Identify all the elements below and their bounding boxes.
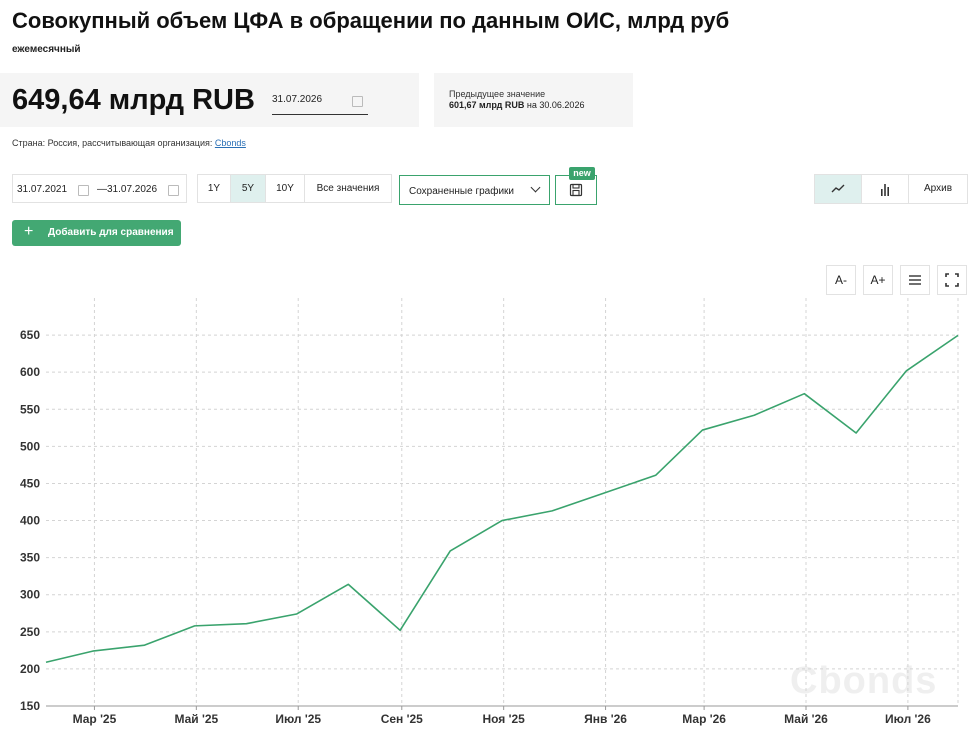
period-5y-button[interactable]: 5Y	[231, 175, 266, 202]
add-compare-button[interactable]: + Добавить для сравнения	[12, 220, 181, 246]
x-tick-label: Июл '26	[885, 712, 931, 726]
period-1y-button[interactable]: 1Y	[198, 175, 231, 202]
frequency-label: ежемесячный	[12, 44, 81, 55]
view-selector: Архив	[814, 174, 968, 204]
org-link[interactable]: Cbonds	[214, 138, 246, 148]
plus-icon: +	[24, 223, 34, 240]
previous-on: на	[526, 100, 537, 110]
font-increase-button[interactable]: A+	[863, 265, 893, 295]
y-tick-label: 350	[20, 551, 40, 565]
line-view-button[interactable]	[815, 175, 862, 203]
saved-charts-label: Сохраненные графики	[409, 186, 514, 197]
y-tick-label: 450	[20, 476, 40, 490]
y-tick-label: 200	[20, 662, 40, 676]
y-tick-label: 250	[20, 625, 40, 639]
previous-date: 30.06.2026	[539, 100, 585, 110]
calendar-from-icon[interactable]	[78, 185, 89, 196]
period-selector: 1Y 5Y 10Y Все значения	[197, 174, 392, 203]
previous-value-line: 601,67 млрд RUB на 30.06.2026	[449, 100, 584, 110]
y-tick-label: 400	[20, 514, 40, 528]
current-value: 649,64 млрд RUB	[12, 84, 255, 116]
previous-value-panel	[434, 73, 633, 127]
archive-button[interactable]: Архив	[923, 183, 953, 194]
x-tick-label: Май '26	[784, 712, 828, 726]
x-tick-label: Мар '26	[682, 712, 726, 726]
add-compare-label: Добавить для сравнения	[48, 227, 174, 238]
current-date: 31.07.2026	[272, 94, 323, 105]
x-tick-label: Июл '25	[275, 712, 321, 726]
date-from[interactable]: 31.07.2021	[17, 184, 68, 195]
y-tick-label: 300	[20, 588, 40, 602]
x-tick-label: Мар '25	[73, 712, 117, 726]
date-to[interactable]: 31.07.2026	[107, 184, 158, 195]
period-all-button[interactable]: Все значения	[316, 183, 380, 194]
line-chart-icon	[831, 184, 845, 193]
x-tick-label: Сен '25	[381, 712, 423, 726]
period-10y-button[interactable]: 10Y	[266, 175, 305, 202]
new-badge: new	[569, 167, 595, 180]
current-date-field[interactable]: 31.07.2026	[272, 86, 368, 115]
fullscreen-button[interactable]	[937, 265, 967, 295]
current-value-panel	[0, 73, 419, 127]
x-tick-label: Май '25	[174, 712, 218, 726]
y-tick-label: 650	[20, 328, 40, 342]
bar-view-button[interactable]	[862, 175, 909, 203]
date-separator: —	[97, 184, 107, 195]
bar-chart-icon	[881, 184, 889, 196]
x-tick-label: Ноя '25	[482, 712, 525, 726]
y-tick-label: 550	[20, 402, 40, 416]
date-range-picker[interactable]: 31.07.2021 — 31.07.2026	[12, 174, 187, 203]
previous-value: 601,67 млрд RUB	[449, 100, 525, 110]
y-tick-label: 500	[20, 439, 40, 453]
watermark: Cbonds	[790, 660, 938, 702]
series-line	[45, 334, 959, 664]
y-tick-label: 150	[20, 699, 40, 713]
menu-button[interactable]	[900, 265, 930, 295]
x-tick-label: Янв '26	[584, 712, 627, 726]
country-text: Страна: Россия, рассчитывающая организац…	[12, 138, 213, 148]
y-tick-label: 600	[20, 365, 40, 379]
page-title: Совокупный объем ЦФА в обращении по данн…	[12, 8, 730, 33]
country-line: Страна: Россия, рассчитывающая организац…	[12, 138, 246, 148]
calendar-icon[interactable]	[352, 96, 363, 107]
floppy-disk-icon	[569, 183, 583, 197]
font-decrease-button[interactable]: A-	[826, 265, 856, 295]
fullscreen-icon	[945, 273, 959, 287]
menu-icon	[909, 275, 921, 285]
saved-charts-dropdown[interactable]: Сохраненные графики	[399, 175, 550, 205]
calendar-to-icon[interactable]	[168, 185, 179, 196]
previous-label: Предыдущее значение	[449, 89, 546, 99]
